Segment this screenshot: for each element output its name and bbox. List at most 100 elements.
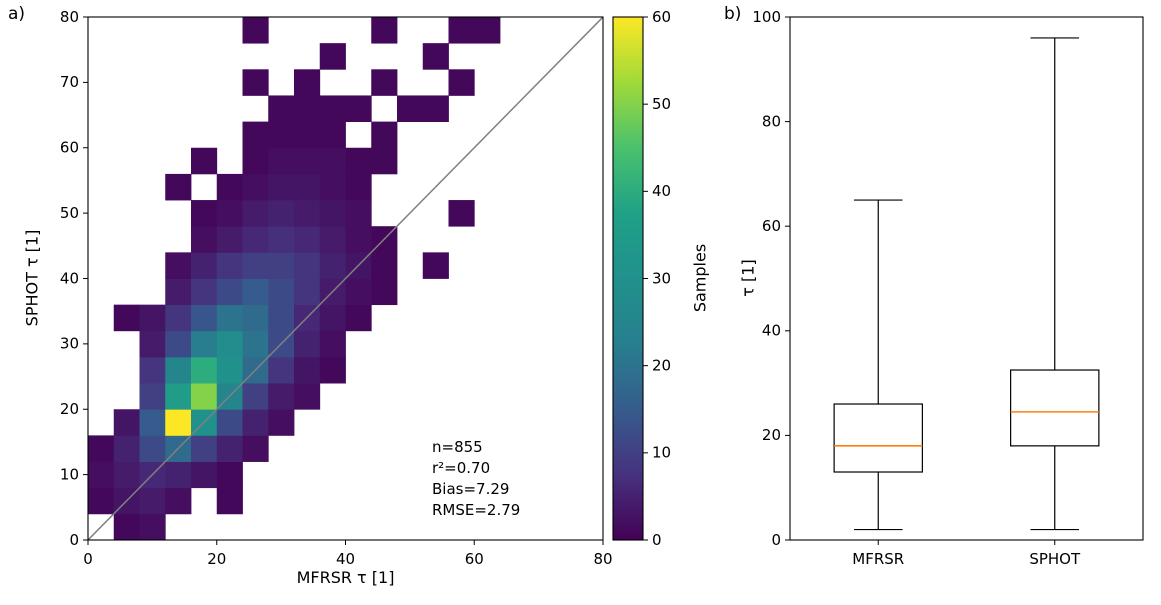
heatmap-cell (371, 147, 398, 175)
y-tick-label: 80 (762, 112, 781, 130)
heatmap-cell (319, 226, 346, 253)
identity-line (88, 17, 603, 540)
heatmap-cell (242, 278, 269, 306)
colorbar-tick-label: 40 (652, 182, 671, 200)
heatmap-yaxis-label: SPHOT τ [1] (22, 229, 42, 327)
heatmap-cell (268, 95, 295, 122)
heatmap-cell (191, 356, 218, 384)
y-tick-label: 100 (752, 8, 781, 26)
boxplot-frame (789, 16, 1144, 541)
heatmap-cell (371, 17, 398, 44)
heatmap-cell (319, 147, 346, 175)
heatmap-cell (191, 278, 218, 306)
heatmap-cells (88, 17, 603, 540)
stats-annotation: n=855 r²=0.70 Bias=7.29 RMSE=2.79 (432, 437, 520, 521)
heatmap-cell (191, 147, 218, 175)
heatmap-cell (294, 356, 321, 384)
heatmap-cell (268, 304, 295, 332)
heatmap-cell (448, 200, 475, 227)
heatmap-cell (319, 173, 346, 201)
heatmap-cell (165, 304, 192, 332)
heatmap-cell (242, 226, 269, 253)
heatmap-cell (139, 383, 166, 410)
heatmap-cell (113, 435, 140, 462)
heatmap-cell (268, 200, 295, 227)
panel-a-label: a) (8, 4, 26, 24)
heatmap-cell (345, 226, 372, 253)
colorbar-tick-label: 0 (652, 531, 662, 549)
y-tick-label: 20 (60, 400, 79, 418)
heatmap-cell (216, 252, 243, 279)
heatmap-cell (165, 252, 192, 279)
heatmap-cell (165, 278, 192, 306)
heatmap-cell (294, 383, 321, 410)
heatmap-cell (165, 330, 192, 358)
heatmap-cell (139, 356, 166, 384)
colorbar-tick-label: 60 (652, 8, 671, 26)
box-rect (833, 403, 923, 473)
heatmap-cell (216, 409, 243, 436)
heatmap-cell (191, 200, 218, 227)
heatmap-cell (242, 304, 269, 332)
heatmap-cell (319, 43, 346, 70)
heatmap-cell (165, 409, 192, 436)
heatmap-cell (294, 200, 321, 227)
y-tick-label: 40 (60, 269, 79, 287)
heatmap-cell (371, 252, 398, 279)
heatmap-cell (294, 226, 321, 253)
heatmap-cell (242, 435, 269, 462)
annotation-r2: r²=0.70 (432, 459, 491, 477)
x-tick-label: SPHOT (1029, 550, 1081, 568)
heatmap-cell (422, 252, 449, 279)
heatmap-cell (242, 69, 269, 96)
heatmap-cell (319, 252, 346, 279)
heatmap-cell (422, 95, 449, 122)
heatmap-cell (191, 435, 218, 462)
heatmap-cell (268, 173, 295, 201)
panel-b-label: b) (724, 4, 742, 24)
heatmap-cell (268, 356, 295, 384)
heatmap-cell (319, 330, 346, 358)
heatmap-cell (139, 409, 166, 436)
heatmap-cell (268, 121, 295, 149)
heatmap-cell (242, 330, 269, 358)
x-tick-label: 40 (336, 550, 355, 568)
heatmap-cell (88, 435, 115, 462)
x-tick-label: 20 (207, 550, 226, 568)
heatmap-cell (345, 173, 372, 201)
heatmap-cell (294, 278, 321, 306)
heatmap-cell (345, 147, 372, 175)
heatmap-cell (397, 95, 424, 122)
heatmap-cell (216, 226, 243, 253)
y-tick-label: 10 (60, 465, 79, 483)
y-tick-label: 70 (60, 73, 79, 91)
heatmap-cell (242, 173, 269, 201)
heatmap-cell (216, 435, 243, 462)
heatmap-cell (191, 252, 218, 279)
heatmap-cell (448, 69, 475, 96)
box-mfrsr (833, 199, 923, 531)
heatmap-cell (165, 356, 192, 384)
heatmap-cell (242, 17, 269, 44)
heatmap-cell (113, 461, 140, 489)
colorbar: 0 10 20 30 40 50 60 (612, 8, 671, 549)
heatmap-panel: 0 20 40 60 80 0 10 20 30 40 50 60 70 80 (60, 8, 613, 568)
colorbar-tick-label: 10 (652, 444, 671, 462)
heatmap-xaxis-label: MFRSR τ [1] (296, 568, 395, 587)
heatmap-cell (191, 461, 218, 489)
boxplot-panel: 0 20 40 60 80 100 MFRSR SPHOT (752, 8, 1144, 568)
y-tick-label: 0 (69, 531, 79, 549)
heatmap-cell (319, 95, 346, 122)
heatmap-cell (345, 95, 372, 122)
heatmap-cell (294, 252, 321, 279)
colorbar-tick-label: 20 (652, 356, 671, 374)
heatmap-cell (216, 330, 243, 358)
y-tick-label: 60 (60, 139, 79, 157)
heatmap-cell (191, 304, 218, 332)
y-tick-label: 20 (762, 426, 781, 444)
heatmap-cell (268, 226, 295, 253)
colorbar-tick-label: 50 (652, 95, 671, 113)
heatmap-cell (242, 121, 269, 149)
heatmap-cell (294, 121, 321, 149)
